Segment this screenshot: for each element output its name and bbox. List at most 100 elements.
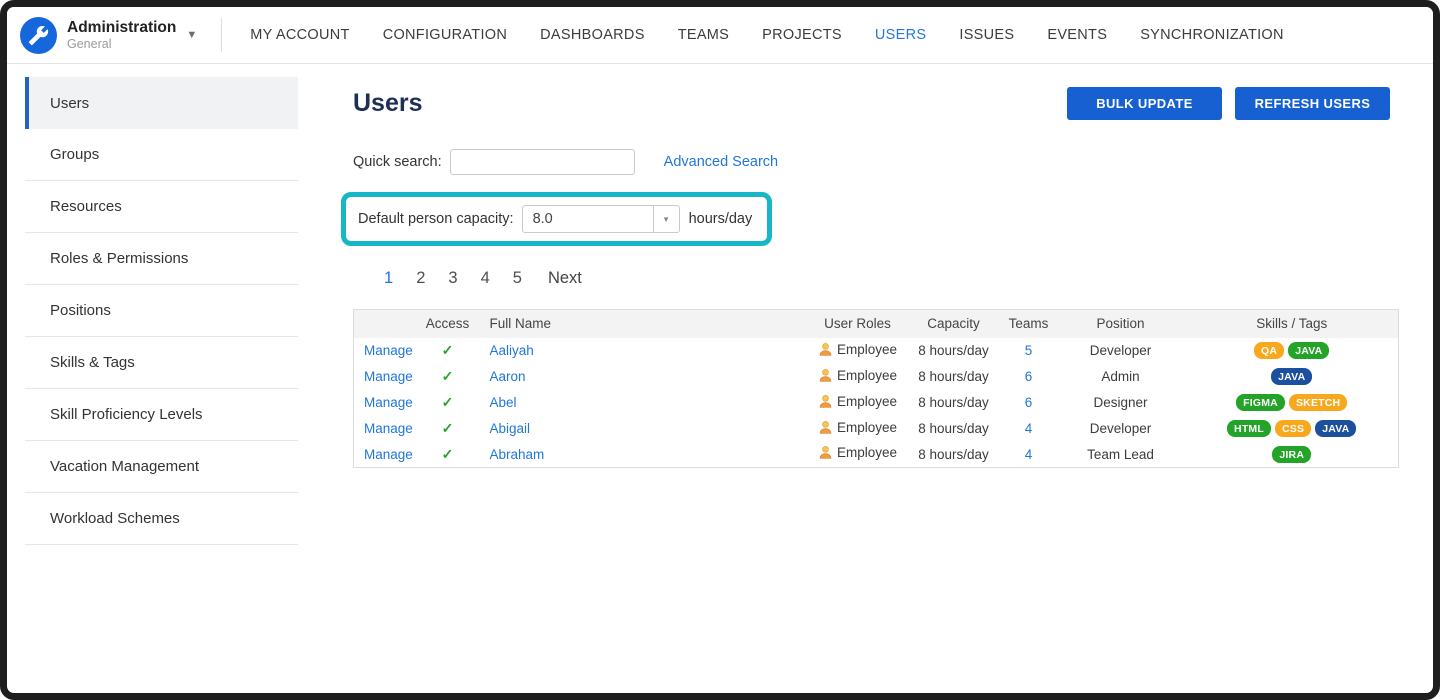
- sidebar-item-vacation-management[interactable]: Vacation Management: [25, 441, 298, 493]
- table-header-row: Access Full Name User Roles Capacity Teams Po…: [353, 309, 1399, 338]
- person-icon: [819, 368, 832, 382]
- skill-tag-badge: FIGMA: [1236, 394, 1285, 412]
- top-nav-item-my-account[interactable]: MY ACCOUNT: [250, 27, 350, 43]
- top-nav-item-teams[interactable]: TEAMS: [677, 27, 730, 43]
- manage-link[interactable]: Manage: [364, 343, 413, 358]
- skills-cell: JAVA: [1186, 364, 1399, 390]
- bulk-update-button[interactable]: BULK UPDATE: [1067, 87, 1222, 120]
- position-cell: Developer: [1089, 421, 1152, 436]
- top-nav-item-configuration[interactable]: CONFIGURATION: [382, 27, 508, 43]
- sidebar-item-users[interactable]: Users: [25, 77, 298, 129]
- top-nav-item-issues[interactable]: ISSUES: [959, 27, 1015, 43]
- top-bar: Administration General ▼ MY ACCOUNT CONFI…: [7, 7, 1433, 64]
- manage-link[interactable]: Manage: [364, 446, 413, 462]
- user-role: Employee: [818, 368, 897, 383]
- manage-link[interactable]: Manage: [364, 395, 413, 410]
- teams-count-link[interactable]: 6: [1024, 395, 1033, 410]
- users-table: Access Full Name User Roles Capacity Teams Po…: [353, 309, 1399, 468]
- pagination-page-2[interactable]: 2: [416, 269, 426, 287]
- access-check-icon: ✓: [441, 342, 454, 358]
- pagination-next[interactable]: Next: [547, 269, 582, 287]
- skill-tag-badge: SKETCH: [1288, 394, 1348, 412]
- column-header-position: Position: [1096, 316, 1145, 332]
- pagination-page-1[interactable]: 1: [384, 269, 394, 287]
- skill-tag-badge: JAVA: [1288, 342, 1330, 360]
- column-header-skills: Skills / Tags: [1256, 316, 1328, 332]
- manage-link[interactable]: Manage: [364, 369, 413, 384]
- sidebar-item-groups[interactable]: Groups: [25, 129, 298, 181]
- user-name-link[interactable]: Abigail: [489, 421, 531, 436]
- access-check-icon: ✓: [441, 394, 454, 410]
- skill-tag-badge: JIRA: [1272, 446, 1312, 463]
- position-cell: Team Lead: [1087, 446, 1154, 462]
- capacity-cell: 8 hours/day: [918, 446, 989, 462]
- capacity-unit: hours/day: [688, 211, 753, 227]
- column-header-manage: [354, 310, 424, 338]
- capacity-select[interactable]: 8.0 ▼: [521, 205, 680, 233]
- position-cell: Developer: [1089, 343, 1152, 358]
- app-switcher[interactable]: Administration General ▼: [20, 16, 197, 54]
- brand-text: Administration General: [67, 19, 176, 51]
- pagination-page-4[interactable]: 4: [480, 269, 490, 287]
- teams-count-link[interactable]: 6: [1024, 369, 1033, 384]
- column-header-teams: Teams: [1008, 316, 1049, 332]
- user-role: Employee: [818, 342, 897, 357]
- sidebar-item-workload-schemes[interactable]: Workload Schemes: [25, 493, 298, 545]
- user-role: Employee: [818, 445, 897, 460]
- column-header-access: Access: [425, 316, 470, 332]
- sidebar-item-positions[interactable]: Positions: [25, 285, 298, 337]
- manage-link[interactable]: Manage: [364, 421, 413, 436]
- user-name-link[interactable]: Aaliyah: [489, 343, 534, 358]
- refresh-users-button[interactable]: REFRESH USERS: [1235, 87, 1390, 120]
- capacity-label: Default person capacity:: [358, 211, 514, 227]
- user-role: Employee: [818, 420, 897, 435]
- top-nav-item-events[interactable]: EVENTS: [1047, 27, 1108, 43]
- teams-count-link[interactable]: 5: [1024, 343, 1033, 358]
- top-nav-item-synchronization[interactable]: SYNCHRONIZATION: [1140, 27, 1284, 43]
- pagination-page-3[interactable]: 3: [448, 269, 458, 287]
- position-cell: Designer: [1093, 395, 1148, 410]
- sidebar-item-roles-permissions[interactable]: Roles & Permissions: [25, 233, 298, 285]
- capacity-cell: 8 hours/day: [918, 395, 989, 410]
- skill-tag-badge: QA: [1254, 342, 1285, 360]
- sidebar-item-skill-proficiency-levels[interactable]: Skill Proficiency Levels: [25, 389, 298, 441]
- capacity-highlight-box: Default person capacity: 8.0 ▼ hours/day: [341, 192, 773, 246]
- teams-count-link[interactable]: 4: [1024, 421, 1033, 436]
- capacity-value: 8.0: [532, 211, 553, 227]
- page-title: Users: [353, 89, 423, 117]
- user-name-link[interactable]: Abel: [489, 395, 517, 410]
- person-icon: [819, 420, 832, 434]
- quick-search-label: Quick search:: [353, 154, 442, 170]
- user-name-link[interactable]: Abraham: [489, 446, 545, 462]
- select-caret-icon: ▼: [652, 206, 679, 232]
- skill-tag-badge: HTML: [1227, 420, 1271, 438]
- table-row: Manage ✓ Abraham Employee 8 hours/day 4 Team L…: [354, 442, 1399, 468]
- table-row: Manage ✓ Aaron Employee 8 hours/day 6 Admin JAV…: [354, 364, 1399, 390]
- top-nav-item-dashboards[interactable]: DASHBOARDS: [540, 27, 645, 43]
- quick-search-input[interactable]: [449, 149, 635, 175]
- access-check-icon: ✓: [441, 445, 454, 462]
- skills-cell: FIGMA SKETCH: [1186, 390, 1399, 416]
- top-nav: MY ACCOUNT CONFIGURATION DASHBOARDS TEAMS PR…: [250, 27, 1284, 43]
- table-row: Manage ✓ Abel Employee 8 hours/day 6 Designer F…: [354, 390, 1399, 416]
- pagination: 1 2 3 4 5 Next: [353, 269, 1390, 288]
- top-nav-item-projects[interactable]: PROJECTS: [762, 27, 842, 43]
- skill-tag-badge: CSS: [1275, 420, 1312, 438]
- sidebar-item-skills-tags[interactable]: Skills & Tags: [25, 337, 298, 389]
- top-nav-item-users[interactable]: USERS: [874, 27, 927, 43]
- skills-cell: QA JAVA: [1186, 338, 1399, 364]
- pagination-page-5[interactable]: 5: [512, 269, 522, 287]
- access-check-icon: ✓: [441, 420, 454, 436]
- capacity-cell: 8 hours/day: [918, 421, 989, 436]
- skill-tag-badge: JAVA: [1315, 420, 1357, 438]
- advanced-search-link[interactable]: Advanced Search: [663, 154, 779, 170]
- teams-count-link[interactable]: 4: [1024, 446, 1033, 462]
- position-cell: Admin: [1101, 369, 1140, 384]
- user-name-link[interactable]: Aaron: [489, 369, 526, 384]
- app-subtitle: General: [67, 36, 112, 51]
- column-header-roles: User Roles: [824, 316, 891, 332]
- main-content: Users BULK UPDATE REFRESH USERS Quick se…: [303, 64, 1433, 693]
- wrench-icon: [28, 25, 49, 45]
- sidebar-item-resources[interactable]: Resources: [25, 181, 298, 233]
